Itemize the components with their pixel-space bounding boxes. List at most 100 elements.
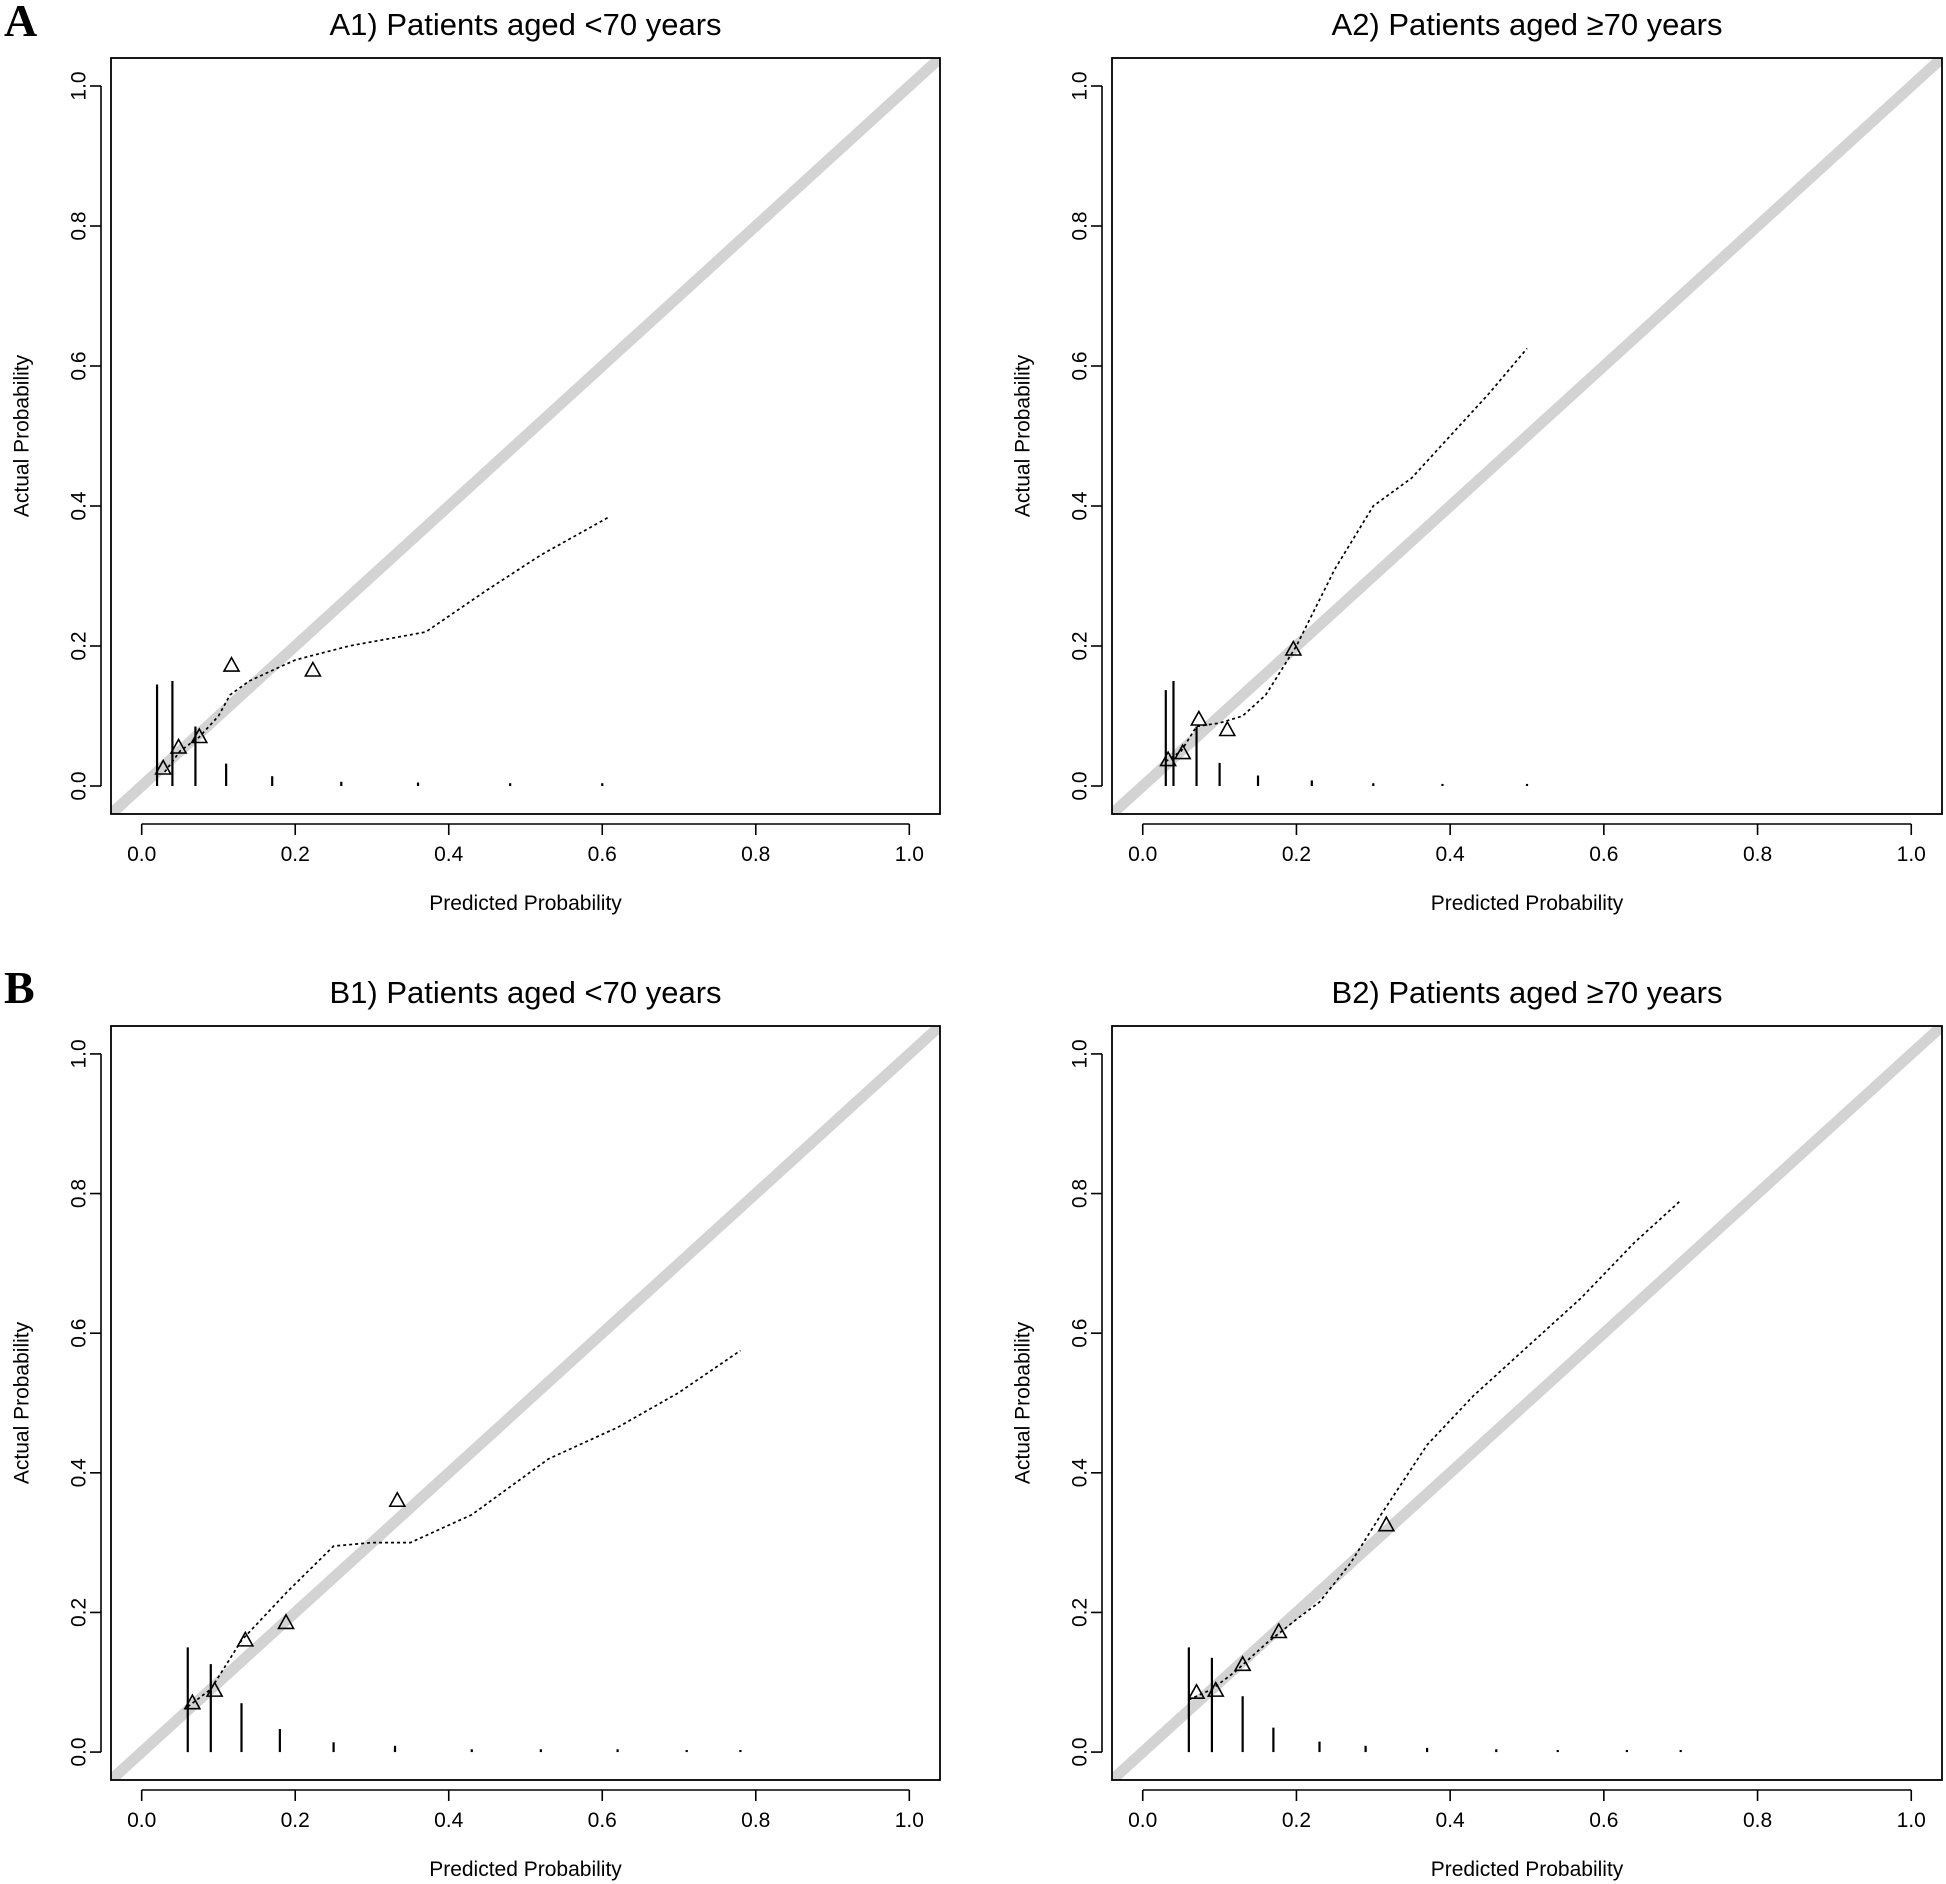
- x-tick-label-a1-2: 0.4: [434, 843, 464, 866]
- plot-frame-b1: [110, 1025, 941, 1781]
- y-tick-label-b2-2: 0.4: [1069, 1458, 1092, 1488]
- y-axis-label-b2: Actual Probability: [1012, 1321, 1035, 1484]
- x-tick-label-b2-4: 0.8: [1743, 1809, 1772, 1832]
- y-tick-label-a2-4: 0.8: [1069, 211, 1092, 240]
- row-label-b: B: [4, 962, 35, 1013]
- x-tick-label-a2-2: 0.4: [1436, 843, 1466, 866]
- x-tick-label-b1-3: 0.6: [588, 1809, 617, 1832]
- group-triangle-b2-0: [1187, 1683, 1206, 1700]
- group-triangle-a2-2: [1189, 709, 1208, 726]
- plot-frame-a1: [110, 57, 941, 815]
- x-tick-label-b2-2: 0.4: [1436, 1809, 1466, 1832]
- calibration-curve-a1: [164, 515, 611, 773]
- y-tick-label-a2-2: 0.4: [1069, 491, 1092, 521]
- y-tick-label-a1-0: 0.0: [68, 771, 91, 800]
- plot-area-b2: [1112, 1026, 1942, 1780]
- group-triangle-b1-0: [183, 1693, 202, 1710]
- group-triangle-a1-1: [169, 737, 188, 754]
- x-tick-label-a2-5: 1.0: [1897, 843, 1926, 866]
- x-tick-label-a1-5: 1.0: [895, 843, 924, 866]
- x-tick-label-a1-3: 0.6: [588, 843, 617, 866]
- group-triangle-b1-2: [236, 1630, 255, 1647]
- y-tick-label-b1-2: 0.4: [68, 1458, 91, 1488]
- group-triangle-b1-3: [277, 1613, 295, 1630]
- group-triangle-a1-3: [222, 655, 241, 672]
- x-tick-label-b2-3: 0.6: [1589, 1809, 1618, 1832]
- y-tick-label-b2-5: 1.0: [1069, 1039, 1092, 1068]
- ideal-line-b2: [1112, 1026, 1942, 1780]
- group-triangle-b1-1: [205, 1680, 224, 1697]
- x-axis-label-a2: Predicted Probability: [1431, 892, 1624, 915]
- x-tick-label-b1-5: 1.0: [895, 1809, 924, 1832]
- x-tick-label-b1-2: 0.4: [434, 1809, 464, 1832]
- y-tick-label-a1-4: 0.8: [68, 211, 91, 240]
- plot-area-a2: [1112, 58, 1942, 814]
- x-tick-label-a2-1: 0.2: [1282, 843, 1311, 866]
- y-axis-label-a1: Actual Probability: [11, 354, 34, 517]
- group-triangle-a1-4: [304, 660, 322, 677]
- chart-title-b1: B1) Patients aged <70 years: [329, 975, 721, 1010]
- x-tick-label-a1-0: 0.0: [127, 843, 156, 866]
- group-triangle-b2-4: [1377, 1515, 1396, 1532]
- y-tick-label-b1-0: 0.0: [68, 1737, 91, 1766]
- x-tick-label-b2-1: 0.2: [1282, 1809, 1311, 1832]
- y-tick-label-b2-0: 0.0: [1069, 1737, 1092, 1766]
- group-triangle-a1-2: [190, 727, 209, 744]
- group-triangle-a1-0: [154, 758, 173, 775]
- group-triangle-b2-3: [1269, 1622, 1288, 1639]
- ideal-line-a2: [1112, 58, 1942, 814]
- plot-area-a1: [111, 58, 940, 814]
- plot-area-b1: [111, 1026, 940, 1780]
- group-triangle-a2-0: [1159, 750, 1177, 767]
- y-tick-label-b1-4: 0.8: [68, 1179, 91, 1208]
- chart-panel-b1: 0.0 0.2 0.4 0.6 0.8 1.0 0.0 0.2 0.4 0.6 0.8 1.0 B1) …: [11, 975, 941, 1881]
- x-axis-label-b2: Predicted Probability: [1431, 1858, 1624, 1881]
- x-axis-label-b1: Predicted Probability: [429, 1858, 622, 1881]
- x-tick-label-b2-0: 0.0: [1128, 1809, 1157, 1832]
- chart-title-b2: B2) Patients aged ≥70 years: [1332, 975, 1723, 1010]
- calibration-curve-a2: [1165, 347, 1528, 763]
- x-tick-label-a2-4: 0.8: [1743, 843, 1772, 866]
- y-tick-label-a2-0: 0.0: [1069, 771, 1092, 800]
- group-triangle-b1-4: [388, 1491, 407, 1508]
- group-triangle-a2-4: [1284, 639, 1303, 656]
- x-tick-label-a1-4: 0.8: [741, 843, 770, 866]
- calibration-curve-b2: [1188, 1199, 1682, 1701]
- x-axis-label-a1: Predicted Probability: [429, 892, 622, 915]
- x-tick-label-b2-5: 1.0: [1897, 1809, 1926, 1832]
- plot-frame-a2: [1111, 57, 1943, 815]
- chart-panel-a1: 0.0 0.2 0.4 0.6 0.8 1.0 0.0 0.2 0.4 0.6 0.8 1.0 A1) …: [11, 7, 941, 915]
- y-tick-label-a1-2: 0.4: [68, 491, 91, 521]
- y-tick-label-b2-1: 0.2: [1069, 1598, 1092, 1627]
- x-tick-label-b1-0: 0.0: [127, 1809, 156, 1832]
- y-tick-label-a2-5: 1.0: [1069, 71, 1092, 100]
- row-label-a: A: [4, 0, 37, 46]
- y-tick-label-a1-1: 0.2: [68, 631, 91, 660]
- group-triangle-b2-1: [1206, 1680, 1225, 1697]
- x-tick-label-a1-1: 0.2: [281, 843, 310, 866]
- plot-frame-b2: [1111, 1025, 1943, 1781]
- ideal-line-b1: [111, 1026, 940, 1780]
- y-tick-label-b1-5: 1.0: [68, 1039, 91, 1068]
- x-tick-label-a2-0: 0.0: [1128, 843, 1157, 866]
- chart-title-a1: A1) Patients aged <70 years: [329, 7, 721, 42]
- y-tick-label-b2-3: 0.6: [1069, 1319, 1092, 1348]
- x-tick-label-a2-3: 0.6: [1589, 843, 1618, 866]
- y-axis-label-a2: Actual Probability: [1012, 354, 1035, 517]
- y-tick-label-a1-5: 1.0: [68, 71, 91, 100]
- calibration-curve-b1: [187, 1349, 741, 1708]
- group-triangle-a2-1: [1173, 743, 1192, 760]
- y-tick-label-b1-1: 0.2: [68, 1598, 91, 1627]
- y-tick-label-b1-3: 0.6: [68, 1319, 91, 1348]
- y-tick-label-b2-4: 0.8: [1069, 1179, 1092, 1208]
- y-tick-label-a2-1: 0.2: [1069, 631, 1092, 660]
- y-tick-label-a1-3: 0.6: [68, 351, 91, 380]
- group-triangle-b2-2: [1233, 1655, 1252, 1672]
- chart-title-a2: A2) Patients aged ≥70 years: [1332, 7, 1723, 42]
- chart-panel-a2: 0.0 0.2 0.4 0.6 0.8 1.0 0.0 0.2 0.4 0.6 0.8 1.0 A2) …: [1012, 7, 1943, 915]
- x-tick-label-b1-4: 0.8: [741, 1809, 770, 1832]
- ideal-line-a1: [111, 58, 940, 814]
- x-tick-label-b1-1: 0.2: [281, 1809, 310, 1832]
- group-triangle-a2-3: [1218, 720, 1237, 737]
- y-axis-label-b1: Actual Probability: [11, 1321, 34, 1484]
